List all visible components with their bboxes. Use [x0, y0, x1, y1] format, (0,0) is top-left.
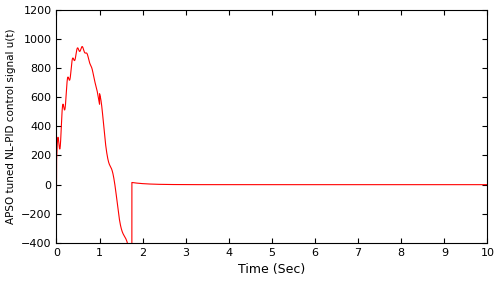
Y-axis label: APSO tuned NL-PID control signal u(t): APSO tuned NL-PID control signal u(t) — [6, 28, 16, 224]
X-axis label: Time (Sec): Time (Sec) — [238, 263, 306, 276]
